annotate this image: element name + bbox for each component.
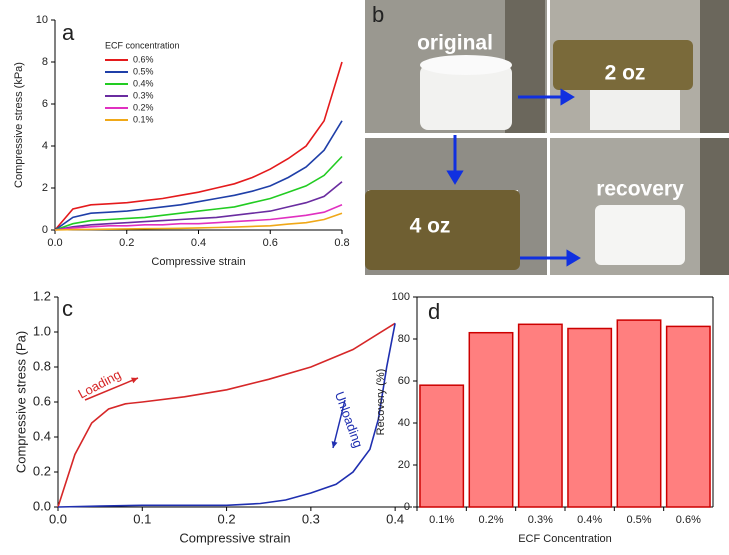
legend-title: ECF concentration [105, 40, 180, 50]
y-tick-label: 0.8 [33, 358, 51, 373]
y-tick-label: 0 [42, 224, 48, 236]
annotation-arrowhead [131, 377, 138, 384]
legend-label: 0.2% [133, 102, 154, 112]
y-tick-label: 20 [398, 459, 410, 471]
y-tick-label: 100 [392, 291, 410, 303]
photo-label: original [417, 32, 493, 55]
data-line [54, 204, 343, 231]
legend-label: 0.6% [133, 54, 154, 64]
bar [567, 327, 613, 508]
data-line [57, 323, 396, 508]
y-tick-label: 40 [398, 417, 410, 429]
y-tick-label: 80 [398, 333, 410, 345]
x-tick-label: 0.3% [528, 514, 553, 526]
legend-label: 0.1% [133, 114, 154, 124]
data-line [57, 322, 396, 508]
photo-label: 4 oz [410, 215, 451, 238]
foam-top [420, 55, 512, 75]
y-tick-label: 1.0 [33, 323, 51, 338]
annotation: Unloading [332, 390, 366, 450]
x-tick-label: 0.4 [386, 511, 404, 526]
ruler [700, 138, 729, 275]
y-tick-label: 4 [42, 140, 48, 152]
ruler [700, 0, 729, 133]
bar [616, 319, 662, 508]
x-tick-label: 0.1 [133, 511, 151, 526]
foam-cylinder [420, 65, 512, 130]
bar [468, 331, 514, 508]
annotation-arrow [332, 399, 346, 449]
x-tick-label: 0.2% [478, 514, 503, 526]
legend-label: 0.5% [133, 66, 154, 76]
panel-label: b [372, 2, 384, 27]
x-axis-label: Compressive strain [179, 530, 290, 545]
annotation-arrow [84, 377, 139, 401]
x-tick-label: 0.6% [676, 514, 701, 526]
x-tick-label: 0.0 [49, 511, 67, 526]
y-tick-label: 8 [42, 56, 48, 68]
foam-cylinder [595, 205, 685, 265]
y-tick-label: 0 [404, 501, 410, 513]
arrows [446, 88, 581, 267]
legend-label: 0.4% [133, 78, 154, 88]
y-tick-label: 0.6 [33, 393, 51, 408]
x-tick-label: 0.4% [577, 514, 602, 526]
bar [665, 325, 711, 508]
y-tick-label: 0.2 [33, 463, 51, 478]
x-tick-label: 0.2 [119, 237, 134, 249]
x-tick-label: 0.8 [334, 237, 349, 249]
x-tick-label: 0.0 [47, 237, 62, 249]
y-tick-label: 6 [42, 98, 48, 110]
y-tick-label: 2 [42, 182, 48, 194]
bar [419, 384, 465, 508]
photo-panel: b [365, 0, 729, 275]
data-line [54, 181, 343, 231]
panel-label: d [428, 299, 440, 324]
data-line [54, 120, 343, 231]
photo-label: 2 oz [605, 62, 646, 85]
panel-label: c [62, 296, 73, 321]
y-axis-label: Compressive stress (Pa) [13, 331, 28, 473]
x-tick-label: 0.6 [263, 237, 278, 249]
y-tick-label: 60 [398, 375, 410, 387]
y-tick-label: 10 [36, 14, 48, 26]
legend-label: 0.3% [133, 90, 154, 100]
brass-weight [553, 40, 693, 90]
data-line [54, 155, 343, 231]
x-axis-label: ECF Concentration [518, 533, 612, 545]
x-tick-label: 0.1% [429, 514, 454, 526]
x-axis-label: Compressive strain [151, 256, 245, 268]
data-line [54, 61, 343, 231]
annotation-arrowhead [331, 441, 338, 448]
x-tick-label: 0.2 [218, 511, 236, 526]
x-tick-label: 0.5% [626, 514, 651, 526]
panel-label: a [62, 20, 75, 45]
y-tick-label: 0.4 [33, 428, 51, 443]
y-tick-label: 1.2 [33, 288, 51, 303]
brass-weight [365, 190, 520, 270]
foam-cylinder [590, 90, 680, 130]
photo-label: recovery [596, 178, 684, 201]
y-tick-label: 0.0 [33, 498, 51, 513]
data-line [54, 212, 343, 231]
bar [517, 323, 563, 508]
annotation: Loading [76, 367, 124, 402]
y-axis-label: Recovery (%) [375, 369, 387, 436]
x-tick-label: 0.4 [191, 237, 206, 249]
x-tick-label: 0.3 [302, 511, 320, 526]
y-axis-label: Compressive stress (kPa) [13, 62, 25, 188]
